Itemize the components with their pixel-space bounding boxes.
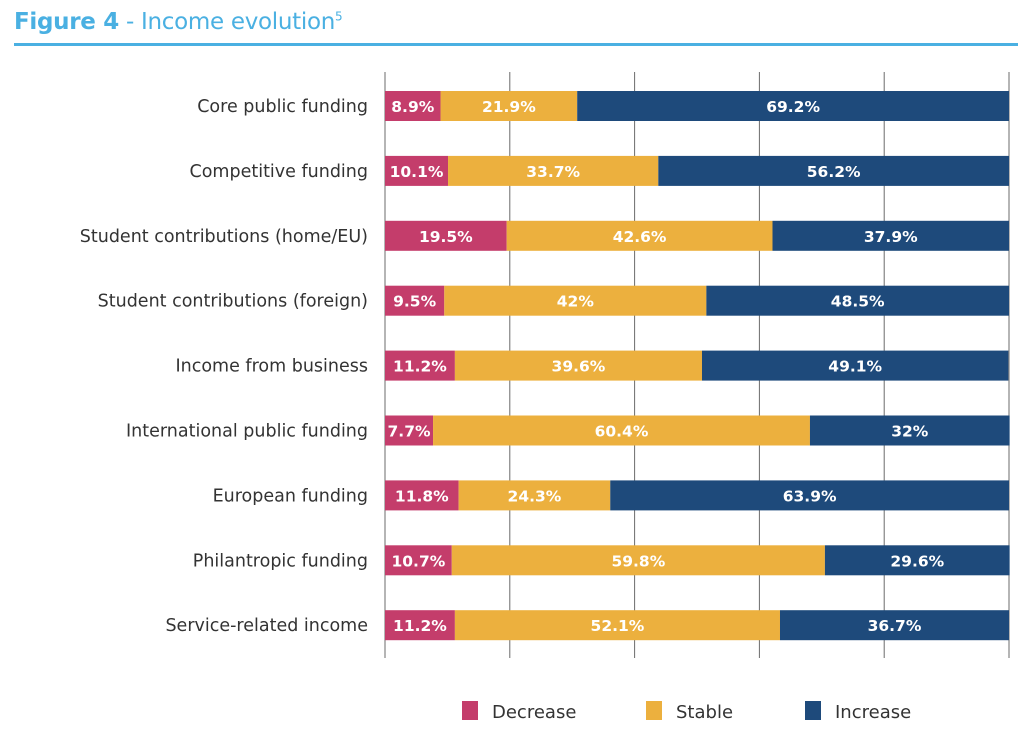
figure-title: Figure 4 - Income evolution5 [14,9,343,35]
title-underline [14,43,1018,46]
bar-segment-decrease [385,285,445,316]
bar-segment-decrease [385,480,459,511]
bar-segment-decrease [385,350,455,381]
bar-segment-increase [779,610,1009,641]
value-label: 36.7% [868,617,922,635]
category-label: Student contributions (foreign) [98,292,368,312]
value-label: 32% [891,423,929,441]
bar-segment-stable [506,220,773,251]
bar-segment-increase [824,545,1010,576]
bar-segment-stable [440,91,578,121]
bar-row: 8.9% 21.9% 69.2% [385,91,1009,121]
value-label: 8.9% [391,98,434,116]
value-label: 48.5% [831,293,885,311]
bar-segment-stable [454,610,780,641]
value-label: 9.5% [393,293,436,311]
bar-segment-decrease [385,415,434,446]
value-label: 59.8% [611,552,665,570]
bar-segment-increase [658,155,1009,186]
figure-number: Figure 4 [14,9,119,35]
value-label: 11.2% [393,358,447,376]
category-label: Philantropic funding [193,551,368,571]
bar-segment-decrease [385,545,452,576]
bar-segment-decrease [385,91,441,121]
bar-row: 7.7% 60.4% 32% [385,415,1010,446]
category-label: Competitive funding [190,162,369,182]
legend-swatch [462,701,478,720]
value-label: 37.9% [864,228,918,246]
value-label: 21.9% [482,98,536,116]
category-label: Income from business [175,357,368,377]
bar-row: 10.7% 59.8% 29.6% [385,545,1010,576]
bar-row: 11.2% 39.6% 49.1% [385,350,1009,381]
bar-segment-increase [610,480,1009,511]
bar-row: 9.5% 42% 48.5% [385,285,1009,316]
value-label: 49.1% [828,358,882,376]
value-label: 29.6% [890,552,944,570]
value-label: 19.5% [419,228,473,246]
bar-segment-stable [454,350,702,381]
bar-row: 10.1% 33.7% 56.2% [385,155,1009,186]
bar-segment-increase [577,91,1009,121]
bar-segment-stable [451,545,825,576]
bar-segment-increase [706,285,1009,316]
category-label: Service-related income [165,616,368,636]
value-label: 10.1% [390,163,444,181]
category-label: Student contributions (home/EU) [80,227,368,247]
legend-label: Stable [676,702,733,723]
bar-segment-stable [458,480,611,511]
category-label: Core public funding [197,97,368,117]
category-labels: Core public funding Competitive funding St… [80,97,368,636]
value-label: 11.2% [393,617,447,635]
bar-row: 11.8% 24.3% 63.9% [385,480,1009,511]
bar-segment-stable [433,415,810,446]
bar-row: 19.5% 42.6% 37.9% [385,220,1009,251]
bar-segment-decrease [385,220,507,251]
bar-segment-decrease [385,610,455,641]
value-label: 63.9% [783,487,837,505]
legend-swatch [646,701,662,720]
legend-item-decrease: Decrease [462,701,576,723]
figure-footnote-marker: 5 [335,9,343,24]
bar-segment-increase [701,350,1009,381]
bars: 8.9% 21.9% 69.2% 10.1% 33.7% 56.2% 19.5% 42.6% 3… [385,91,1010,641]
bar-segment-stable [444,285,707,316]
bar-row: 11.2% 52.1% 36.7% [385,610,1009,641]
value-label: 56.2% [807,163,861,181]
figure-title-text: Income evolution [141,9,336,35]
value-label: 39.6% [552,358,606,376]
value-label: 33.7% [526,163,580,181]
legend-item-increase: Increase [805,701,911,723]
legend-swatch [805,701,821,720]
bar-segment-decrease [385,155,449,186]
category-label: International public funding [126,422,368,442]
bar-segment-increase [809,415,1010,446]
bar-segment-increase [772,220,1009,251]
legend: Decrease Stable Increase [462,701,911,723]
value-label: 42.6% [613,228,667,246]
bar-segment-stable [448,155,659,186]
figure-title-separator: - [119,9,142,35]
value-label: 69.2% [766,98,820,116]
value-label: 42% [557,293,595,311]
value-label: 60.4% [595,423,649,441]
value-label: 7.7% [388,423,431,441]
legend-item-stable: Stable [646,701,733,723]
value-label: 52.1% [591,617,645,635]
value-label: 24.3% [508,487,562,505]
legend-label: Increase [835,702,911,723]
value-label: 11.8% [395,487,449,505]
value-label: 10.7% [391,552,445,570]
category-label: European funding [213,486,368,506]
legend-label: Decrease [492,702,576,723]
